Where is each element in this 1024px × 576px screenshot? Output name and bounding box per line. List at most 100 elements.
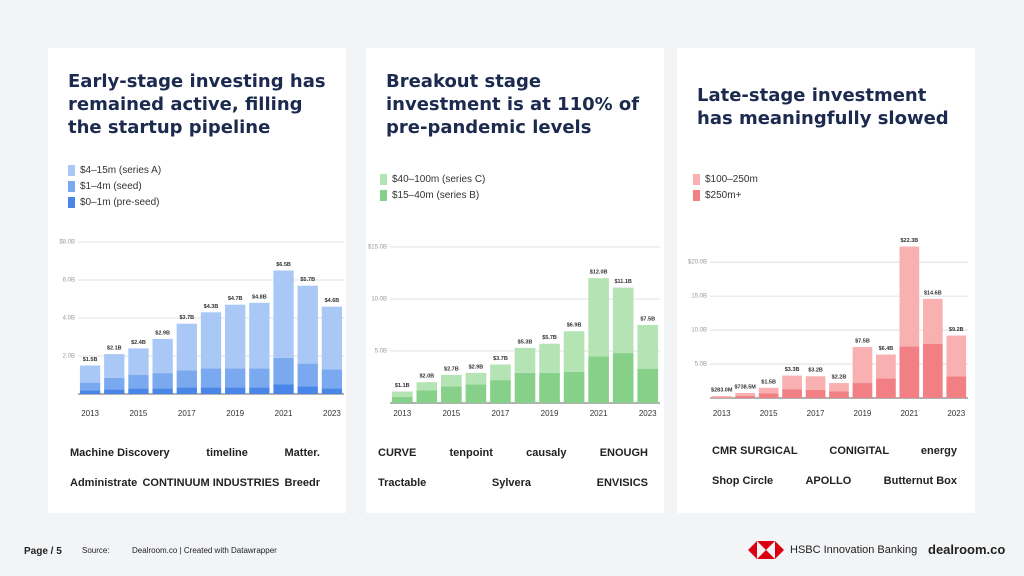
bar-segment (711, 396, 732, 398)
logo: Administrate (70, 477, 138, 489)
legend-swatch (68, 180, 75, 192)
y-tick-label: $15.0B (368, 245, 387, 251)
panel (366, 48, 664, 513)
x-tick-label: 2017 (492, 409, 510, 418)
legend-label: $4–15m (series A) (80, 164, 162, 176)
legend-swatch (693, 173, 700, 185)
bar-segment (588, 278, 609, 357)
bar-segment (637, 325, 659, 369)
legend-label: $15–40m (series B) (392, 189, 480, 201)
value-label: $283.0M (711, 388, 733, 394)
bar-segment (711, 397, 732, 398)
chart-title: Early-stage investing has remained activ… (68, 71, 326, 138)
x-tick-label: 2015 (442, 409, 460, 418)
logo: CMR SURGICAL (712, 445, 798, 457)
value-label: $1.5B (83, 357, 98, 363)
value-label: $3.3B (785, 367, 800, 373)
bar-segment (946, 376, 967, 398)
logo: Matter. (284, 447, 320, 459)
source: Dealroom.co | Created with Datawrapper (132, 546, 277, 555)
logo-row: Machine Discovery timeline Matter. (70, 438, 320, 468)
x-tick-label: 2015 (130, 409, 148, 418)
hsbc-logo (748, 541, 784, 559)
x-tick-label: 2021 (590, 409, 608, 418)
y-tick-label: 15.0B (691, 294, 707, 300)
logo: ENVISICS (596, 477, 648, 489)
bar-segment (805, 376, 826, 390)
bar-segment (899, 346, 920, 398)
bar-segment (539, 343, 560, 373)
value-label: $2.2B (832, 375, 847, 381)
bar-segment (758, 387, 779, 394)
bar-segment (128, 348, 149, 375)
bar-segment (297, 386, 318, 394)
value-label: $4.8B (252, 294, 267, 300)
bar-segment (946, 335, 967, 377)
y-tick-label: 2.0B (63, 354, 75, 360)
value-label: $2.7B (444, 366, 459, 372)
legend-swatch (68, 196, 75, 208)
bar-segment (176, 370, 197, 388)
y-tick-label: $8.0B (59, 240, 75, 246)
value-label: $4.6B (325, 298, 340, 304)
logo: CURVE (378, 447, 417, 459)
legend: $4–15m (series A) $1–4m (seed) $0–1m (pre-… (68, 162, 161, 210)
bar-segment (758, 393, 779, 398)
x-tick-label: 2019 (226, 409, 244, 418)
bar-segment (514, 372, 536, 403)
value-label: $6.9B (567, 323, 582, 329)
bar-segment (922, 298, 943, 344)
legend-item: $1–4m (seed) (68, 178, 161, 194)
chart-title: Late-stage investment has meaningfully s… (697, 85, 949, 129)
legend-item: $40–100m (series C) (380, 171, 485, 187)
x-tick-label: 2015 (760, 409, 778, 418)
bar-segment (273, 357, 294, 385)
y-tick-label: $20.0B (688, 260, 707, 266)
logo: Butternut Box (883, 475, 957, 487)
bar-segment (391, 396, 413, 403)
bar-segment (152, 338, 173, 374)
x-tick-label: 2023 (323, 409, 341, 418)
bar-segment (829, 391, 849, 398)
legend-label: $1–4m (seed) (80, 180, 142, 192)
bar-segment (391, 391, 413, 397)
value-label: $2.9B (155, 330, 170, 336)
bar-segment (104, 377, 125, 390)
legend-item: $4–15m (series A) (68, 162, 161, 178)
value-label: $12.0B (590, 270, 608, 276)
legend-label: $250m+ (705, 189, 742, 201)
legend-item: $100–250m (693, 171, 758, 187)
bar-segment (735, 395, 756, 398)
bar-segment (200, 387, 222, 394)
value-label: $3.7B (493, 356, 508, 362)
x-tick-label: 2017 (178, 409, 196, 418)
logo: CONIGITAL (829, 445, 890, 457)
logo: Breedr (284, 477, 320, 489)
logo: timeline (206, 447, 248, 459)
value-label: $7.5B (640, 316, 655, 322)
bar-segment (899, 246, 920, 347)
legend: $40–100m (series C) $15–40m (series B) (380, 171, 485, 203)
bar-segment (563, 331, 585, 372)
logo: tenpoint (449, 447, 493, 459)
logos: CMR SURGICAL CONIGITAL energy Shop Circle AP… (712, 436, 957, 496)
value-label: $6.5B (276, 262, 291, 268)
legend-label: $0–1m (pre-seed) (80, 196, 160, 208)
bar-segment (922, 343, 943, 398)
y-tick-label: 10.0B (371, 297, 387, 303)
bar-segment (273, 384, 294, 394)
value-label: $22.3B (900, 238, 918, 244)
bar-segment (514, 347, 536, 373)
x-tick-label: 2023 (947, 409, 965, 418)
logo: APOLLO (805, 475, 852, 487)
value-label: $2.1B (107, 346, 122, 352)
bar-segment (321, 306, 343, 370)
value-label: $3.7B (179, 315, 194, 321)
value-label: $2.0B (419, 374, 434, 380)
logos: Machine Discovery timeline Matter. Administ… (70, 438, 320, 498)
legend-label: $40–100m (series C) (392, 173, 486, 185)
value-label: $5.7B (300, 277, 315, 283)
legend-swatch (68, 164, 75, 176)
